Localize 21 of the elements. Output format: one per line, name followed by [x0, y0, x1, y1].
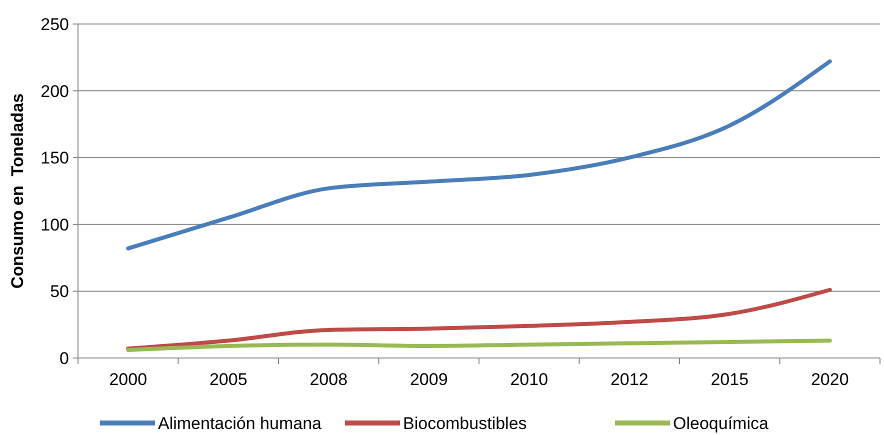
y-axis-title: Consumo en Toneladas [8, 93, 27, 289]
x-tick-label: 2015 [710, 370, 749, 389]
x-tick-label: 2009 [410, 370, 448, 389]
y-tick-label: 0 [60, 348, 69, 368]
y-tick-label: 100 [40, 215, 69, 234]
x-tick-label: 2000 [109, 370, 148, 389]
x-tick-label: 2005 [209, 370, 248, 389]
legend-label: Biocombustibles [403, 414, 527, 433]
x-tick-label: 2012 [610, 370, 648, 389]
x-tick-label: 2008 [310, 370, 348, 389]
line-series [126, 288, 832, 351]
x-tick-label: 2010 [510, 370, 548, 389]
y-tick-label: 150 [40, 148, 69, 168]
y-tick-label: 200 [40, 82, 69, 101]
y-tick-label: 50 [50, 282, 69, 302]
line-series [126, 59, 832, 250]
y-tick-label: 250 [40, 14, 69, 34]
x-tick-label: 2020 [810, 370, 849, 389]
line-series [126, 338, 832, 352]
legend-label: Alimentación humana [158, 414, 322, 433]
legend-label: Oleoquímica [673, 414, 769, 433]
